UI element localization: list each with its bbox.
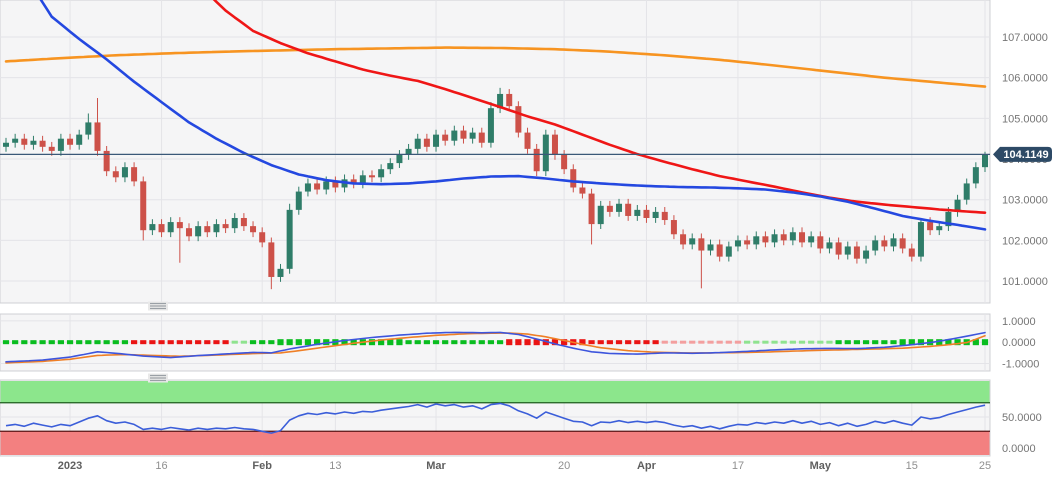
time-axis-label: 13 xyxy=(329,460,341,472)
oscillator-content xyxy=(2,331,989,364)
time-axis[interactable]: 2023 16 Feb 13 Mar 20 Apr 17 May 15 25 xyxy=(58,460,991,472)
oscillator-axis-label: 0.0000 xyxy=(1002,337,1036,349)
time-axis-label: Feb xyxy=(252,460,272,472)
price-axis-label: 106.0000 xyxy=(1002,73,1048,85)
oscillator-axis-label: 1.0000 xyxy=(1002,316,1036,328)
time-axis-label: 17 xyxy=(732,460,744,472)
time-axis-label: 15 xyxy=(906,460,918,472)
moving-averages xyxy=(4,0,987,231)
rsi-zones xyxy=(0,381,990,455)
last-price-badge: 104.1149 xyxy=(993,146,1052,162)
price-axis[interactable]: 107.0000106.0000105.0000104.0000103.0000… xyxy=(1002,32,1048,455)
oscillator-axis-label: -1.0000 xyxy=(1002,359,1039,371)
candlesticks xyxy=(3,87,988,290)
time-axis-label: 2023 xyxy=(58,460,82,472)
time-axis-label: 16 xyxy=(155,460,167,472)
price-axis-label: 105.0000 xyxy=(1002,113,1048,125)
price-panel[interactable] xyxy=(0,0,991,304)
price-axis-label: 107.0000 xyxy=(1002,32,1048,44)
time-axis-label: Mar xyxy=(426,460,446,472)
rsi-line xyxy=(5,402,986,434)
osc-panel[interactable] xyxy=(0,313,991,372)
time-axis-label: 20 xyxy=(558,460,570,472)
panel-resize-handle[interactable] xyxy=(148,301,168,311)
svg-text:104.1149: 104.1149 xyxy=(1003,149,1048,161)
rsi-axis-label: 50.0000 xyxy=(1002,412,1042,424)
time-axis-label: Apr xyxy=(637,460,657,472)
rsi-axis-label: 0.0000 xyxy=(1002,443,1036,455)
price-axis-label: 102.0000 xyxy=(1002,235,1048,247)
time-axis-label: May xyxy=(810,460,832,472)
price-axis-label: 101.0000 xyxy=(1002,276,1048,288)
price-axis-label: 103.0000 xyxy=(1002,195,1048,207)
panel-resize-handle[interactable] xyxy=(148,373,168,383)
rsi-panel[interactable] xyxy=(0,379,991,457)
time-axis-label: 25 xyxy=(979,460,991,472)
